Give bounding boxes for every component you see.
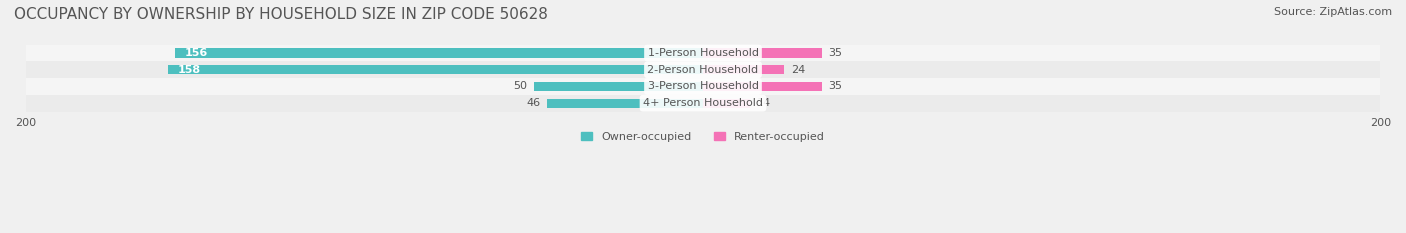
Bar — [703, 99, 751, 108]
Text: 1-Person Household: 1-Person Household — [648, 48, 758, 58]
Bar — [174, 48, 703, 58]
Text: 4+ Person Household: 4+ Person Household — [643, 98, 763, 108]
Text: OCCUPANCY BY OWNERSHIP BY HOUSEHOLD SIZE IN ZIP CODE 50628: OCCUPANCY BY OWNERSHIP BY HOUSEHOLD SIZE… — [14, 7, 548, 22]
Bar — [25, 95, 1381, 112]
Bar — [703, 65, 785, 74]
Text: 46: 46 — [526, 98, 540, 108]
Text: Source: ZipAtlas.com: Source: ZipAtlas.com — [1274, 7, 1392, 17]
Bar — [167, 65, 703, 74]
Bar — [703, 48, 821, 58]
Text: 2-Person Household: 2-Person Household — [647, 65, 759, 75]
Legend: Owner-occupied, Renter-occupied: Owner-occupied, Renter-occupied — [576, 127, 830, 146]
Bar — [25, 45, 1381, 61]
Text: 3-Person Household: 3-Person Household — [648, 82, 758, 92]
Text: 24: 24 — [792, 65, 806, 75]
Bar — [25, 78, 1381, 95]
Bar — [25, 61, 1381, 78]
Text: 35: 35 — [828, 48, 842, 58]
Bar — [547, 99, 703, 108]
Text: 14: 14 — [758, 98, 772, 108]
Bar — [703, 82, 821, 91]
Text: 158: 158 — [179, 65, 201, 75]
Text: 156: 156 — [184, 48, 208, 58]
Bar — [534, 82, 703, 91]
Text: 35: 35 — [828, 82, 842, 92]
Text: 50: 50 — [513, 82, 527, 92]
